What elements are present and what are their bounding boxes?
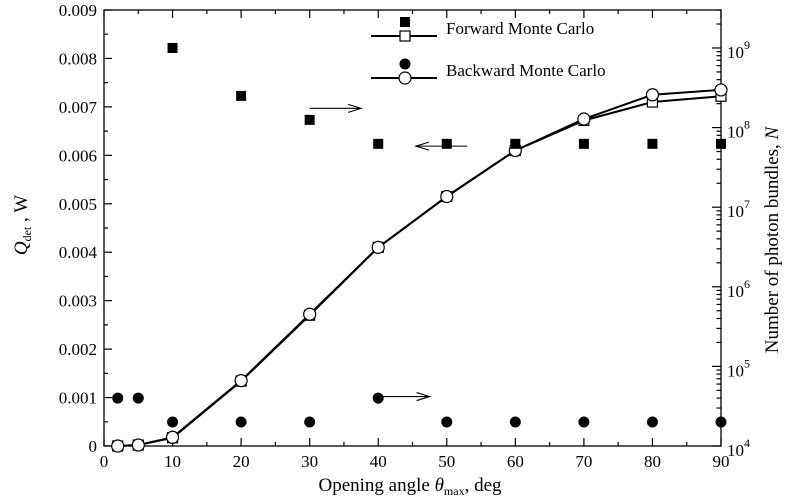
arrow-left <box>414 141 468 151</box>
series-2-filled-square <box>167 42 726 149</box>
arrow-head <box>414 141 430 151</box>
y-left-tick-label: 0.004 <box>59 243 98 262</box>
series-layer <box>111 42 728 453</box>
data-point <box>578 138 589 149</box>
y-left-tick-label: 0.009 <box>59 1 97 20</box>
y-right-tick-label: 106 <box>727 277 750 301</box>
y-right-tick-label: 104 <box>727 436 750 460</box>
data-point <box>510 138 521 149</box>
y-right-tick-label: 109 <box>727 38 750 62</box>
x-tick-label: 90 <box>713 452 730 471</box>
y-left-tick-label: 0.006 <box>59 146 97 165</box>
left-y-axis-title: Qdet , W <box>11 195 34 255</box>
legend-line-marker <box>398 71 412 85</box>
data-point <box>167 42 178 53</box>
data-point <box>303 307 317 321</box>
y-left-tick-label: 0.007 <box>59 98 98 117</box>
data-point <box>441 416 453 428</box>
data-point <box>304 114 315 125</box>
data-point <box>714 83 728 97</box>
x-tick-label: 20 <box>233 452 250 471</box>
y-left-tick-label: 0.003 <box>59 292 97 311</box>
legend-label: Backward Monte Carlo <box>446 61 606 80</box>
annotation-arrows <box>309 103 468 402</box>
data-point <box>578 416 590 428</box>
data-point <box>647 138 658 149</box>
x-axis-ticks: 0 10 20 30 40 50 60 70 80 90 <box>100 10 730 471</box>
data-point <box>715 416 727 428</box>
data-point <box>646 416 658 428</box>
y-left-tick-label: 0.008 <box>59 49 97 68</box>
x-tick-label: 80 <box>644 452 661 471</box>
left-y-axis-ticks: 0 0.001 0.002 0.003 0.004 0.005 0.006 0.007 0.00… <box>59 1 112 456</box>
x-tick-label: 60 <box>507 452 524 471</box>
data-point <box>234 374 248 388</box>
x-axis-title: Opening angle θmax, deg <box>318 475 502 498</box>
data-point <box>167 416 179 428</box>
x-tick-label: 40 <box>370 452 387 471</box>
x-tick-label: 10 <box>164 452 181 471</box>
legend-bundle-marker <box>399 58 411 70</box>
series-line <box>117 88 722 447</box>
x-tick-label: 50 <box>438 452 455 471</box>
legend-entry: Forward Monte Carlo <box>371 17 594 42</box>
y-left-tick-label: 0.001 <box>59 389 97 408</box>
data-point <box>372 392 384 404</box>
data-point <box>577 112 591 126</box>
plot-frame <box>103 9 722 447</box>
y-right-tick-label: 108 <box>727 118 750 142</box>
series-1-open-circle <box>111 83 728 453</box>
data-point <box>509 416 521 428</box>
data-point <box>645 88 660 102</box>
legend-entry: Backward Monte Carlo <box>371 58 606 85</box>
legend: Forward Monte Carlo Backward Monte Carlo <box>371 17 606 85</box>
arrow-head <box>347 103 363 113</box>
data-point <box>236 90 247 101</box>
right-y-axis-title: Number of photon bundles, N <box>762 125 783 353</box>
arrow-head <box>416 392 432 402</box>
legend-line-marker <box>399 30 411 42</box>
x-tick-label: 70 <box>575 452 592 471</box>
plot-border <box>103 9 722 447</box>
data-point <box>373 138 384 149</box>
y-right-tick-label: 107 <box>727 197 750 221</box>
data-point <box>132 392 144 404</box>
y-left-tick-label: 0 <box>89 437 98 456</box>
data-point <box>440 189 454 204</box>
data-point <box>304 416 316 428</box>
arrow-right <box>378 392 432 402</box>
x-tick-label: 0 <box>100 452 109 471</box>
data-point <box>165 430 180 444</box>
data-point <box>371 240 385 254</box>
legend-bundle-marker <box>400 17 410 27</box>
y-right-tick-label: 105 <box>727 356 750 380</box>
series-3-filled-circle <box>112 392 727 428</box>
right-y-axis-ticks: 104 105 106 107 108 109 <box>712 9 750 460</box>
x-tick-label: 30 <box>301 452 318 471</box>
data-point <box>131 438 145 452</box>
y-left-tick-label: 0.005 <box>59 195 97 214</box>
data-point <box>441 138 452 149</box>
data-point <box>235 416 247 428</box>
arrow-right <box>309 103 363 113</box>
data-point <box>112 392 124 404</box>
legend-label: Forward Monte Carlo <box>446 19 594 38</box>
y-left-tick-label: 0.002 <box>59 340 97 359</box>
data-point <box>716 138 726 149</box>
data-point <box>111 439 125 453</box>
